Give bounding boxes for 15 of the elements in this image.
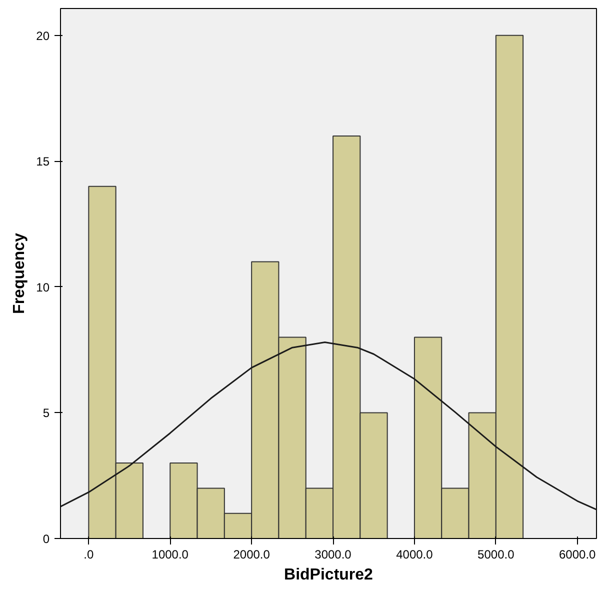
y-tick-label: 20 (36, 28, 50, 43)
x-axis-title: BidPicture2 (284, 566, 374, 584)
y-axis-title: Frequency (11, 232, 28, 314)
x-tick-label: 2000.0 (233, 548, 270, 562)
y-tick-label: 5 (42, 406, 50, 420)
y-tick-label: 0 (42, 532, 50, 546)
x-tick-label: 1000.0 (152, 548, 189, 562)
y-tick-label: 15 (36, 154, 50, 169)
line-series (60, 342, 596, 510)
x-tick-label: .0 (84, 548, 94, 562)
x-tick-label: 3000.0 (314, 548, 352, 562)
x-tick-label: 6000.0 (559, 548, 596, 562)
x-tick-label: 4000.0 (396, 548, 434, 562)
y-tick-label: 10 (36, 280, 50, 294)
x-tick-label: 5000.0 (478, 548, 515, 562)
